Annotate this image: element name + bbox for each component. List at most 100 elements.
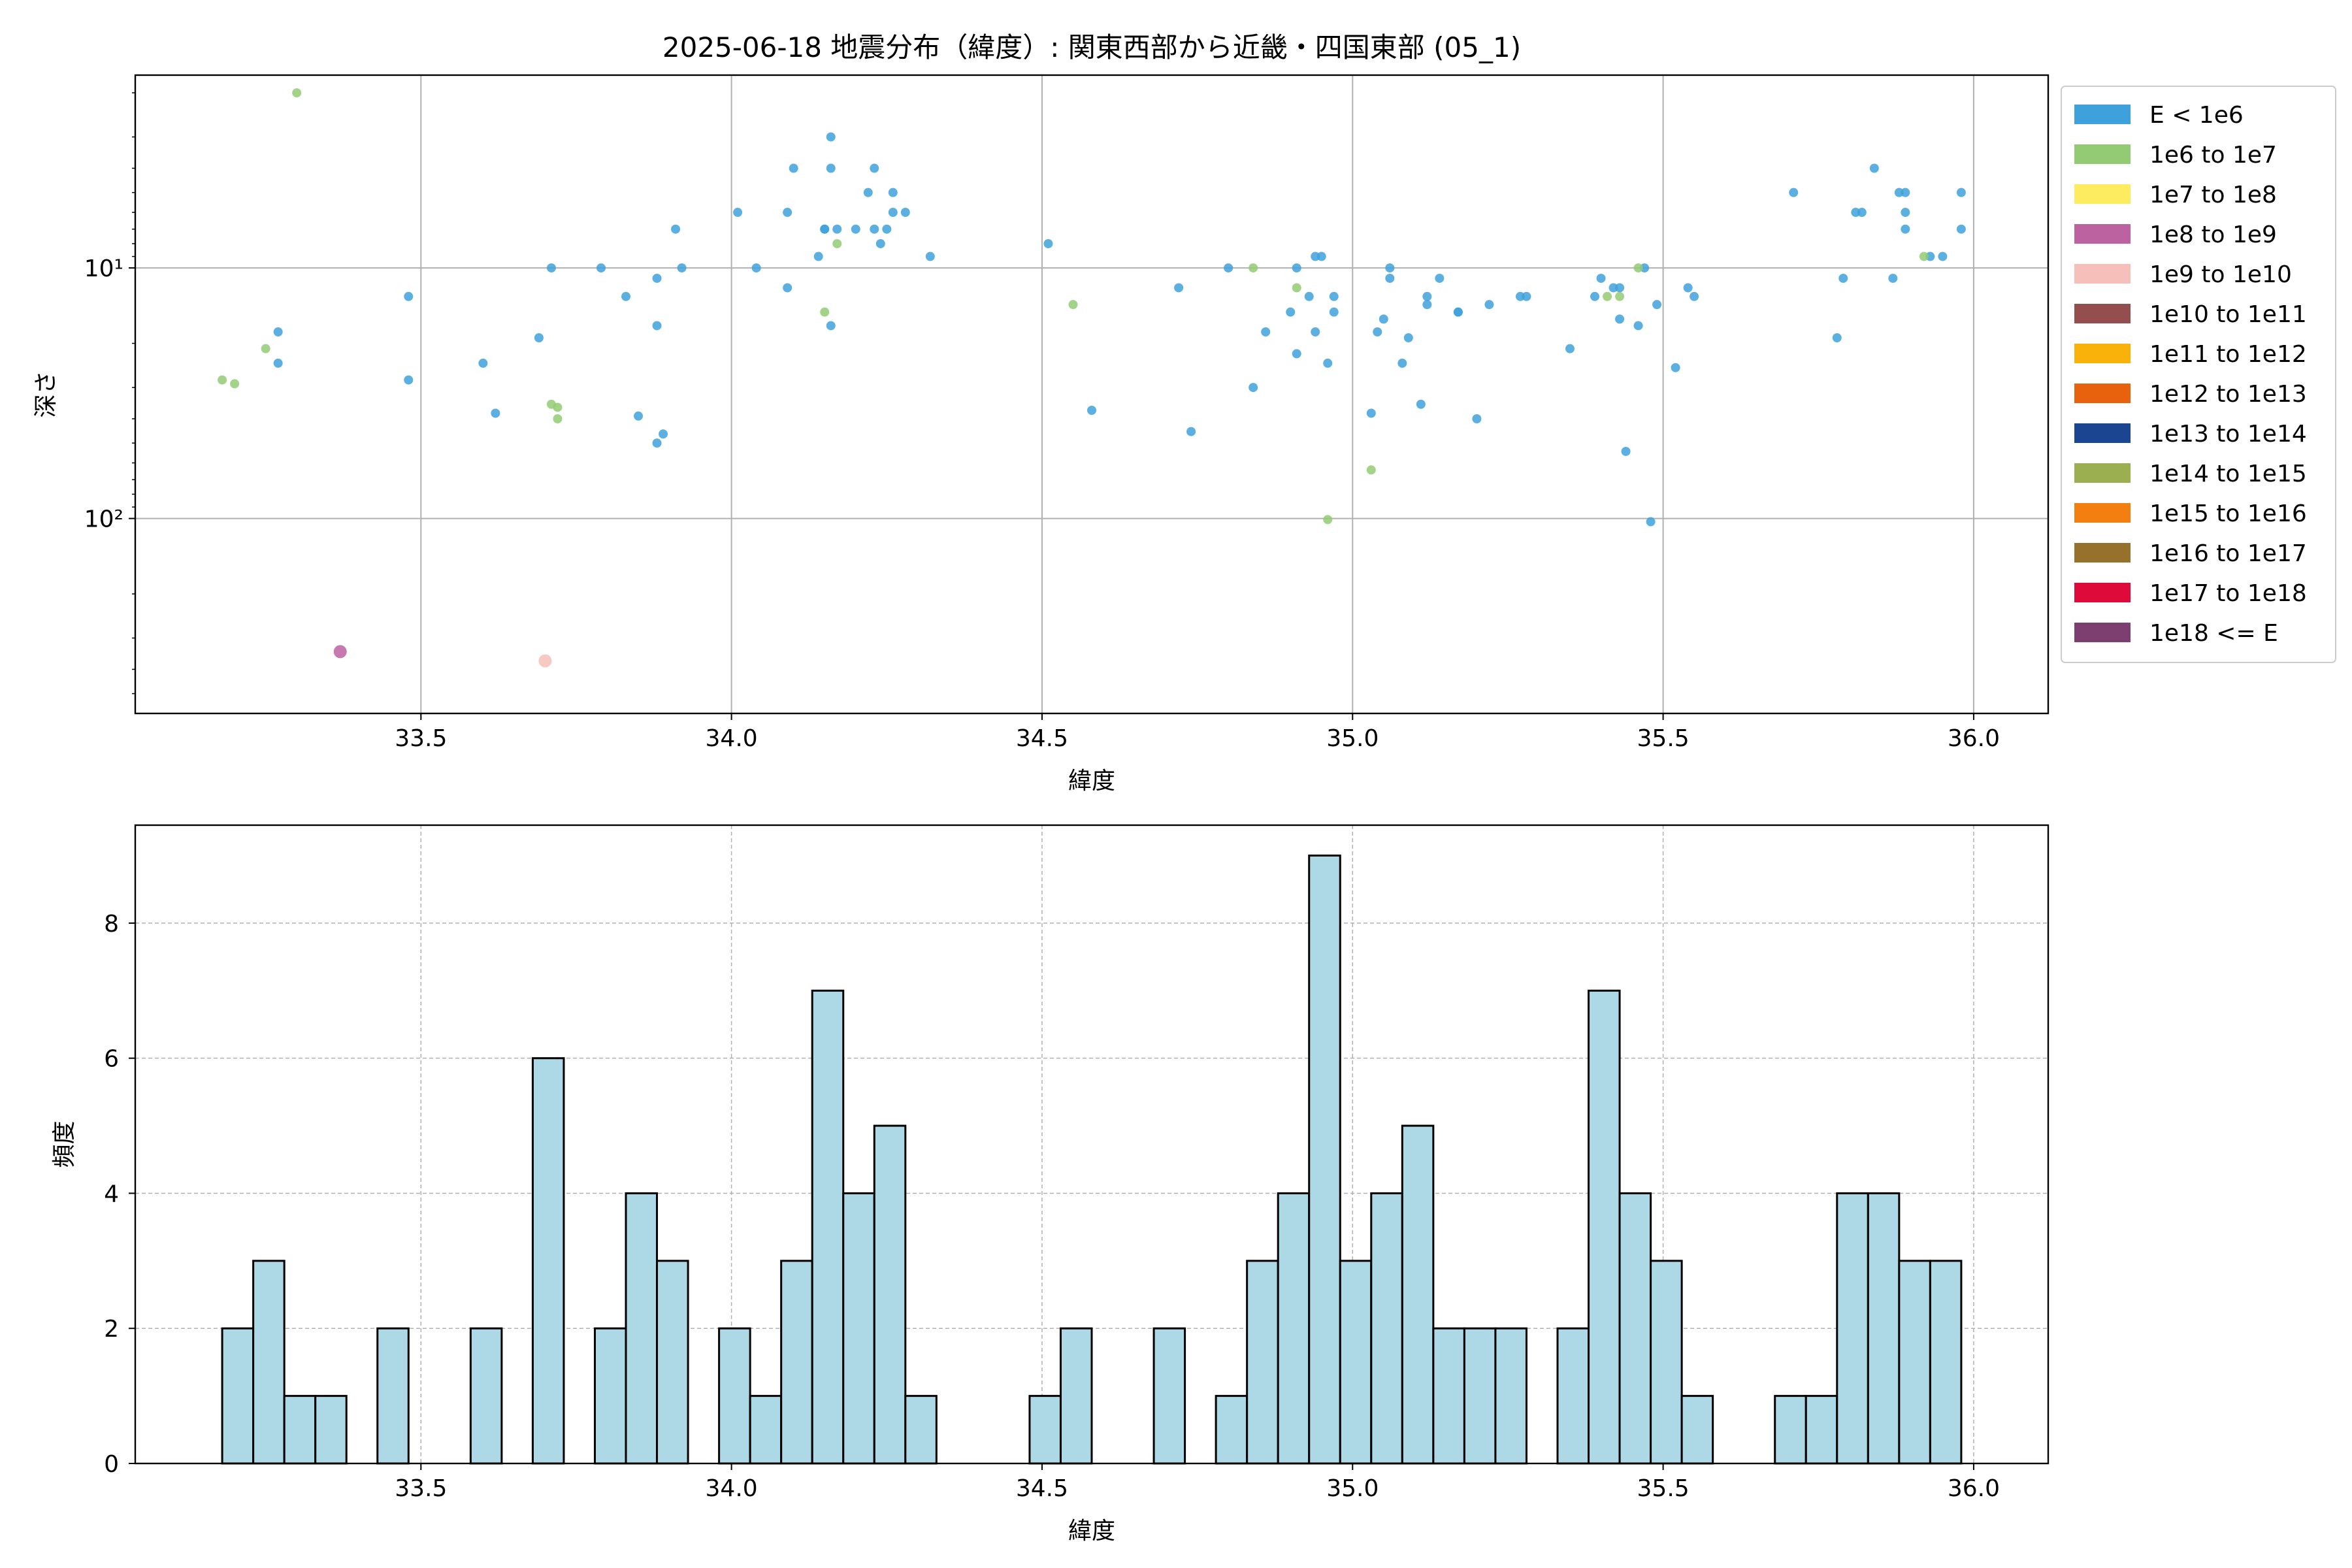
- scatter-grid: [135, 75, 2048, 713]
- scatter-point: [546, 263, 556, 273]
- legend-label: 1e9 to 1e10: [2149, 261, 2292, 288]
- scatter-point: [1323, 358, 1333, 368]
- scatter-point: [1366, 408, 1376, 418]
- scatter-point: [1087, 406, 1096, 416]
- scatter-point: [1901, 224, 1910, 234]
- scatter-point: [1329, 291, 1339, 301]
- scatter-point: [273, 327, 283, 337]
- legend-swatch: [2074, 463, 2131, 483]
- histogram-bar: [749, 1395, 783, 1465]
- histogram-bars: [221, 855, 1963, 1465]
- histogram-bar: [842, 1192, 875, 1465]
- scatter-point: [292, 88, 302, 98]
- scatter-x-tick-label: 35.0: [1326, 725, 1379, 752]
- legend-swatch: [2074, 344, 2131, 363]
- histogram-bar: [780, 1260, 813, 1465]
- scatter-point: [553, 414, 563, 423]
- legend-swatch: [2074, 184, 2131, 204]
- legend-label: 1e8 to 1e9: [2149, 221, 2277, 248]
- scatter-point: [652, 321, 662, 331]
- scatter-point: [1379, 314, 1388, 324]
- scatter-point: [1484, 300, 1494, 310]
- histogram-y-tick-label: 0: [104, 1451, 119, 1478]
- scatter-point: [1043, 238, 1053, 248]
- scatter-y-tick-label: 10²: [84, 506, 123, 533]
- scatter-point: [659, 429, 668, 439]
- scatter-x-tick-label: 34.5: [1016, 725, 1068, 752]
- scatter-point: [870, 163, 879, 173]
- scatter-point: [925, 252, 935, 261]
- scatter-point: [1453, 307, 1463, 317]
- scatter-point: [652, 273, 662, 283]
- scatter-x-tick-label: 33.5: [395, 725, 447, 752]
- scatter-point: [1249, 263, 1258, 273]
- scatter-x-tick-label: 35.5: [1637, 725, 1690, 752]
- histogram-x-tick-label: 35.5: [1637, 1475, 1690, 1502]
- histogram-bar: [1463, 1327, 1497, 1465]
- histogram-bar: [283, 1395, 317, 1465]
- histogram-x-axis-label: 緯度: [1068, 1518, 1115, 1544]
- scatter-point: [1646, 517, 1656, 527]
- histogram-y-tick-label: 4: [104, 1181, 119, 1207]
- legend-label: 1e11 to 1e12: [2149, 341, 2307, 368]
- scatter-point: [1224, 263, 1233, 273]
- scatter-point: [1385, 273, 1395, 283]
- legend-swatch: [2074, 543, 2131, 563]
- scatter-point: [1603, 291, 1612, 301]
- histogram-x-tick-label: 34.0: [706, 1475, 758, 1502]
- scatter-point: [1956, 188, 1966, 197]
- scatter-point: [1304, 291, 1314, 301]
- scatter-point: [1671, 363, 1680, 372]
- scatter-point: [621, 291, 631, 301]
- scatter-point: [1789, 188, 1799, 197]
- legend-label: 1e12 to 1e13: [2149, 381, 2307, 408]
- scatter-point: [491, 408, 500, 418]
- scatter-point: [1397, 358, 1407, 368]
- scatter-point: [1416, 399, 1426, 409]
- legend-swatch: [2074, 224, 2131, 244]
- scatter-point: [1068, 300, 1078, 310]
- histogram-x-tick-label: 35.0: [1326, 1475, 1379, 1502]
- scatter-point: [1838, 273, 1848, 283]
- legend-label: E < 1e6: [2149, 102, 2244, 129]
- histogram-bar: [376, 1327, 410, 1465]
- scatter-point: [1422, 300, 1432, 310]
- histogram-bar: [1432, 1327, 1465, 1465]
- legend-label: 1e15 to 1e16: [2149, 500, 2307, 527]
- scatter-point: [333, 645, 347, 659]
- scatter-point: [1366, 465, 1376, 475]
- scatter-point: [888, 188, 898, 197]
- histogram-x-tick-label: 36.0: [1948, 1475, 2000, 1502]
- histogram-bar: [221, 1327, 255, 1465]
- scatter-point: [1249, 383, 1258, 393]
- scatter-point: [1615, 291, 1625, 301]
- chart-title: 2025-06-18 地震分布（緯度）: 関東西部から近畿・四国東部 (05_1…: [662, 31, 1521, 63]
- scatter-point: [1174, 283, 1184, 293]
- scatter-point: [273, 358, 283, 368]
- scatter-point: [652, 438, 662, 448]
- histogram-bar: [1836, 1192, 1869, 1465]
- histogram-plot-frame: [134, 824, 2050, 1465]
- scatter-point: [832, 224, 842, 234]
- histogram-bar: [1556, 1327, 1590, 1465]
- histogram-bar: [1277, 1192, 1311, 1465]
- scatter-point: [1956, 224, 1966, 234]
- scatter-point: [671, 224, 681, 234]
- legend-frame: [2061, 86, 2336, 663]
- scatter-point: [888, 208, 898, 218]
- histogram-bar: [718, 1327, 751, 1465]
- scatter-point: [832, 238, 842, 248]
- legend-label: 1e14 to 1e15: [2149, 461, 2307, 487]
- legend-swatch: [2074, 503, 2131, 523]
- scatter-point: [1292, 263, 1301, 273]
- scatter-panel: 2025-06-18 地震分布（緯度）: 関東西部から近畿・四国東部 (05_1…: [33, 31, 2336, 794]
- scatter-point: [1938, 252, 1948, 261]
- scatter-x-axis-label: 緯度: [1068, 768, 1115, 794]
- scatter-point: [783, 208, 792, 218]
- histogram-bar: [1929, 1260, 1963, 1465]
- scatter-point: [900, 208, 910, 218]
- scatter-point: [1311, 327, 1320, 337]
- scatter-x-tick-label: 36.0: [1948, 725, 2000, 752]
- legend: E < 1e6 1e6 to 1e7 1e7 to 1e8 1e8 to 1e9 1e9…: [2061, 86, 2336, 663]
- histogram-bar: [904, 1395, 938, 1465]
